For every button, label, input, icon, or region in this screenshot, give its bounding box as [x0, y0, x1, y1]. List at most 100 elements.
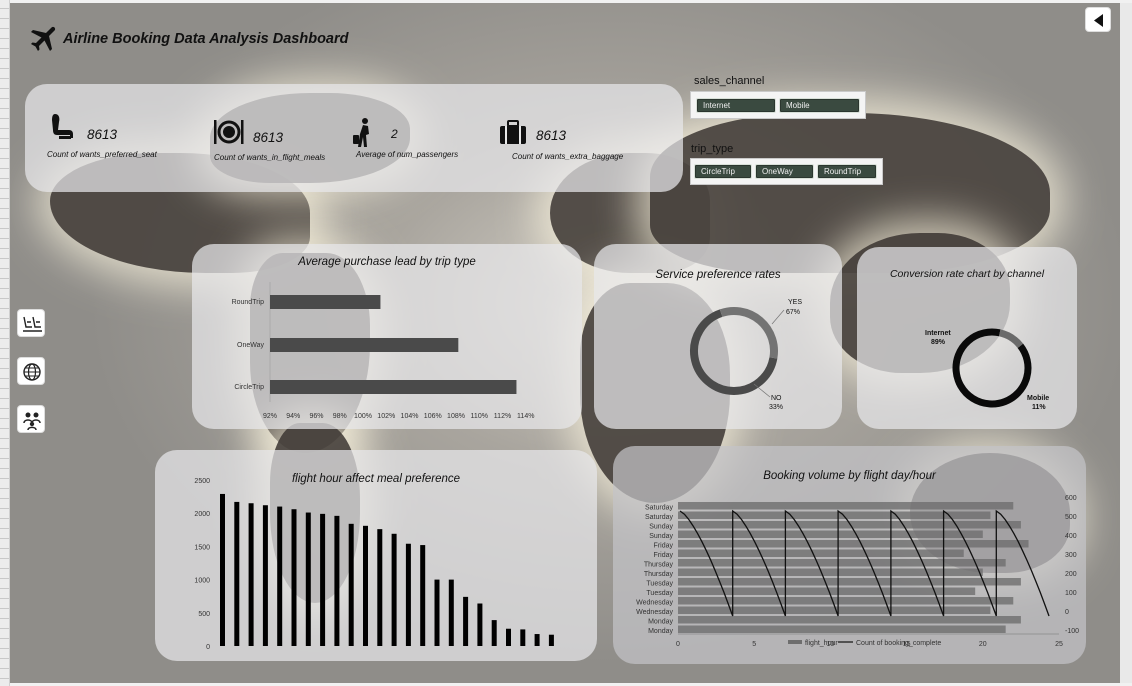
service-preference-chart: YES 67% NO 33% — [690, 299, 802, 411]
bar — [248, 503, 254, 646]
seat-icon — [52, 114, 73, 139]
booking-volume-panel: Booking volume by flight day/hour Saturd… — [613, 446, 1086, 664]
category-label: Friday — [654, 543, 674, 550]
bar — [277, 506, 283, 646]
y-tick-label: 1500 — [194, 544, 210, 551]
bar — [348, 523, 354, 646]
kpi-label: Count of wants_preferred_seat — [47, 150, 157, 159]
bar — [548, 634, 554, 646]
category-label: Thursday — [644, 562, 674, 569]
people-nav-button[interactable] — [17, 405, 45, 433]
donut-slice — [690, 309, 778, 395]
category-label: Thursday — [644, 571, 674, 578]
purchase-lead-chart-panel: Average purchase lead by trip type Round… — [192, 244, 582, 429]
leader-line — [753, 383, 771, 398]
dashboard-canvas: Airline Booking Data Analysis Dashboard … — [10, 3, 1120, 683]
bar — [291, 509, 297, 646]
category-label: Wednesday — [636, 600, 673, 607]
flight-hour-bar — [678, 549, 964, 557]
y-tick-label: 2500 — [194, 478, 210, 485]
sales-channel-slicer: Internet Mobile — [690, 91, 866, 119]
conversion-rate-panel: Conversion rate chart by channel Interne… — [857, 247, 1077, 429]
flight-hour-bar — [678, 587, 976, 595]
airplane-icon — [30, 26, 56, 52]
bar — [377, 529, 383, 646]
x-tick-label: 96% — [309, 413, 323, 420]
x-tick-label: 102% — [377, 413, 395, 420]
kpi-value: 2 — [391, 127, 398, 141]
bar — [363, 525, 368, 646]
category-label: Sunday — [649, 533, 673, 540]
category-label: Friday — [654, 552, 674, 559]
x-tick-label: 100% — [354, 413, 372, 420]
passenger-icon — [353, 118, 369, 147]
y2-tick-label: 0 — [1065, 609, 1069, 616]
slice-label: Mobile — [1027, 395, 1049, 402]
y-tick-label: 500 — [198, 611, 210, 618]
slice-percent: 11% — [1032, 404, 1046, 411]
slice-label: Internet — [925, 330, 951, 337]
bar — [234, 501, 240, 646]
bar — [262, 505, 268, 646]
slicer-option-circletrip[interactable]: CircleTrip — [694, 164, 752, 179]
slicer-option-oneway[interactable]: OneWay — [755, 164, 814, 179]
category-label: Tuesday — [646, 581, 673, 588]
slicer-option-mobile[interactable]: Mobile — [779, 98, 860, 113]
y2-tick-label: 600 — [1065, 495, 1077, 502]
slice-percent: 89% — [931, 339, 946, 346]
kpi-panel: 8613 Count of wants_preferred_seat 8613 … — [25, 84, 683, 192]
kpi-label: Average of num_passengers — [356, 150, 459, 159]
chart-title: flight hour affect meal preference — [291, 473, 461, 485]
legend-swatch — [788, 640, 802, 644]
x-tick-label: 94% — [286, 413, 300, 420]
category-label: Saturday — [645, 514, 674, 521]
slicer-option-roundtrip[interactable]: RoundTrip — [817, 164, 877, 179]
slice-percent: 33% — [769, 404, 783, 411]
booking-volume-chart: Saturday Saturday Sunday Sunday Friday Friday… — [636, 495, 1079, 648]
flight-hour-bar — [678, 616, 1021, 624]
flight-hour-bar — [678, 530, 983, 538]
bar — [334, 515, 340, 646]
kpi-label: Count of wants_in_flight_meals — [214, 153, 326, 162]
globe-nav-button[interactable] — [17, 357, 45, 385]
y2-tick-label: 400 — [1065, 533, 1077, 540]
x-tick-label: 92% — [263, 413, 277, 420]
bar — [391, 533, 397, 646]
trip-type-slicer: CircleTrip OneWay RoundTrip — [690, 158, 883, 185]
back-arrow-icon — [1094, 14, 1103, 27]
y-tick-label: 2000 — [194, 511, 210, 518]
chart-title: Service preference rates — [655, 269, 781, 281]
x-tick-label: 114% — [517, 413, 534, 420]
y2-tick-label: -100 — [1065, 628, 1079, 635]
booking-complete-line — [679, 509, 1050, 617]
flight-hour-bar — [678, 568, 983, 576]
category-label: RoundTrip — [232, 299, 265, 306]
seats-nav-button[interactable] — [17, 309, 45, 337]
y2-tick-label: 200 — [1065, 571, 1077, 578]
trip-type-slicer-title: trip_type — [691, 143, 734, 155]
category-label: Saturday — [645, 505, 674, 512]
bar — [220, 493, 225, 646]
x-tick-label: 15 — [903, 641, 911, 648]
leader-line — [771, 309, 785, 325]
bar — [477, 603, 483, 646]
bar — [520, 629, 526, 646]
category-label: Sunday — [649, 524, 673, 531]
x-tick-label: 110% — [471, 413, 488, 420]
x-tick-label: 104% — [401, 413, 419, 420]
slice-percent: 67% — [786, 309, 800, 316]
bar — [434, 579, 440, 646]
category-label: Monday — [648, 628, 673, 635]
kpi-value: 8613 — [536, 128, 567, 143]
back-button[interactable] — [1085, 7, 1111, 32]
x-tick-label: 10 — [827, 641, 835, 648]
flight-hour-bar — [678, 559, 1006, 567]
x-tick-label: 112% — [494, 413, 511, 420]
chart-title: Booking volume by flight day/hour — [763, 470, 936, 482]
donut-slice — [998, 329, 1024, 349]
slicer-option-internet[interactable]: Internet — [696, 98, 776, 113]
bar — [405, 543, 411, 646]
bar — [270, 338, 459, 352]
conversion-rate-chart: Internet 89% Mobile 11% — [925, 328, 1049, 411]
category-label: Wednesday — [636, 609, 673, 616]
